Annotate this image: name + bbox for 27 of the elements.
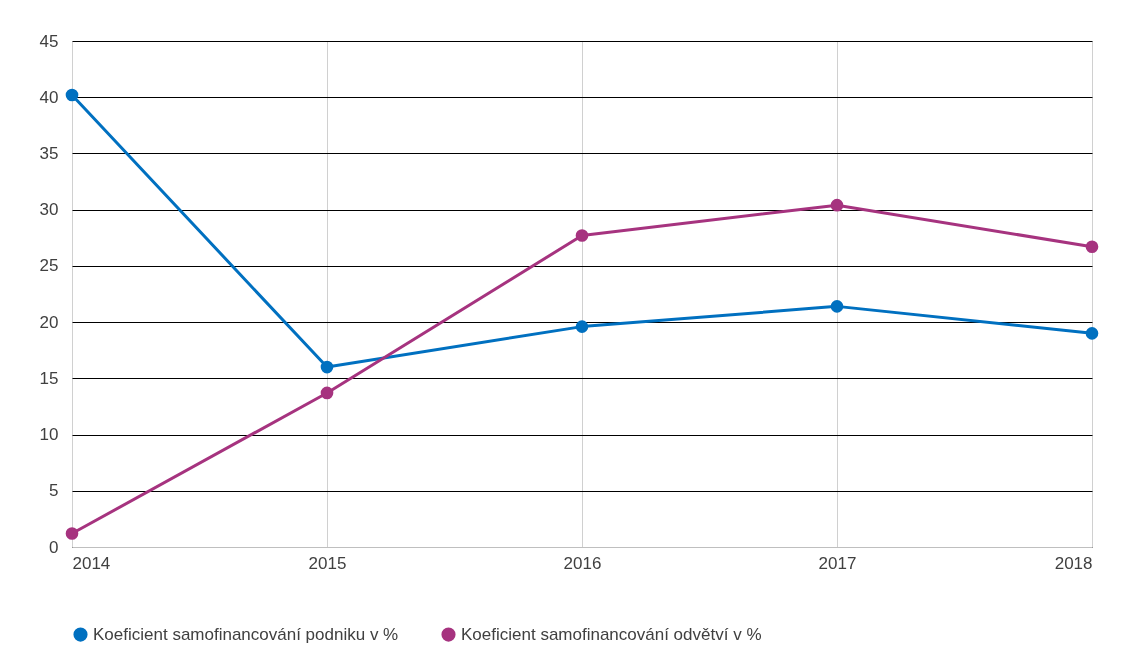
point: [65, 527, 79, 540]
point: [575, 229, 589, 242]
y-tick-label: 30: [39, 200, 59, 220]
x-tick-label: 2015: [308, 553, 347, 573]
y-tick-label: 15: [39, 368, 59, 388]
y-tick-label: 45: [39, 31, 59, 51]
point: [1085, 327, 1099, 340]
y-tick-label: 35: [39, 143, 59, 163]
point: [1085, 240, 1099, 254]
y-tick-label: 40: [39, 87, 59, 107]
point: [320, 386, 334, 400]
x-tick-label: 2017: [818, 553, 857, 573]
x-tick-label: 2016: [563, 553, 602, 573]
point: [830, 300, 844, 313]
x-tick-label: 2014: [72, 553, 111, 573]
point: [575, 320, 589, 333]
y-tick-label: 10: [39, 425, 59, 445]
y-tick-label: 5: [49, 481, 59, 501]
legend-label: Koeficient samofinancování podniku v %: [93, 624, 399, 644]
point: [830, 198, 844, 212]
point: [320, 360, 334, 374]
point: [65, 88, 79, 102]
y-tick-label: 20: [39, 312, 59, 332]
x-tick-label: 2018: [1054, 553, 1093, 573]
y-tick-label: 0: [49, 537, 59, 557]
y-tick-label: 25: [39, 256, 59, 276]
legend-label: Koeficient samofinancování odvětví v %: [461, 624, 762, 644]
